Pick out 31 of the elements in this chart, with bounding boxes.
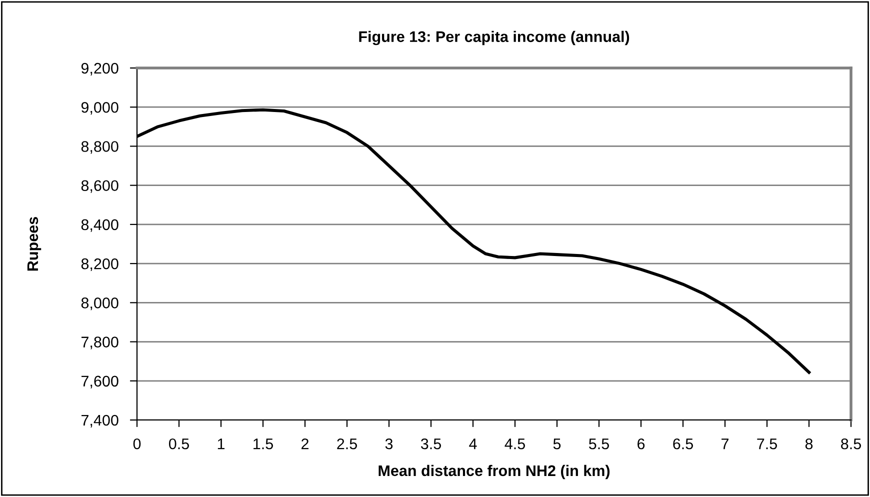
x-axis-title: Mean distance from NH2 (in km) (378, 464, 610, 480)
chart-title: Figure 13: Per capita income (annual) (359, 30, 630, 46)
y-tick-label: 9,000 (81, 102, 118, 115)
y-tick-label: 7,800 (82, 336, 118, 350)
y-tick-label: 8,800 (81, 141, 118, 154)
x-tick-label: 8.5 (841, 438, 861, 450)
x-tick-label: 4 (469, 438, 477, 450)
x-tick-label: 6.5 (673, 438, 693, 450)
y-tick-label: 8,200 (81, 258, 118, 272)
x-tick-label: 7.5 (757, 438, 777, 450)
y-tick-label: 7,600 (82, 376, 118, 388)
x-tick-label: 8 (805, 438, 813, 450)
x-tick-label: 4.5 (504, 438, 525, 450)
y-tick-label: 7,400 (82, 414, 118, 428)
y-axis-title: Rupees (27, 217, 42, 271)
x-tick-label: 5 (553, 438, 561, 450)
y-tick-label: 8,000 (81, 298, 118, 310)
x-tick-label: 3.5 (420, 438, 441, 450)
y-tick-label: 8,600 (81, 180, 118, 193)
x-tick-label: 1.5 (254, 438, 273, 450)
y-tick-label: 9,200 (81, 62, 118, 76)
x-tick-label: 0 (133, 438, 141, 450)
x-tick-label: 7 (722, 438, 728, 450)
x-tick-label: 5.5 (588, 438, 609, 450)
x-tick-label: 2.5 (337, 438, 357, 450)
x-tick-label: 3 (385, 438, 393, 450)
x-tick-label: 2 (302, 438, 308, 450)
y-tick-label: 8,400 (81, 219, 118, 232)
x-tick-label: 1 (218, 438, 225, 450)
x-tick-label: 6 (638, 438, 645, 450)
x-tick-label: 0.5 (168, 438, 189, 450)
